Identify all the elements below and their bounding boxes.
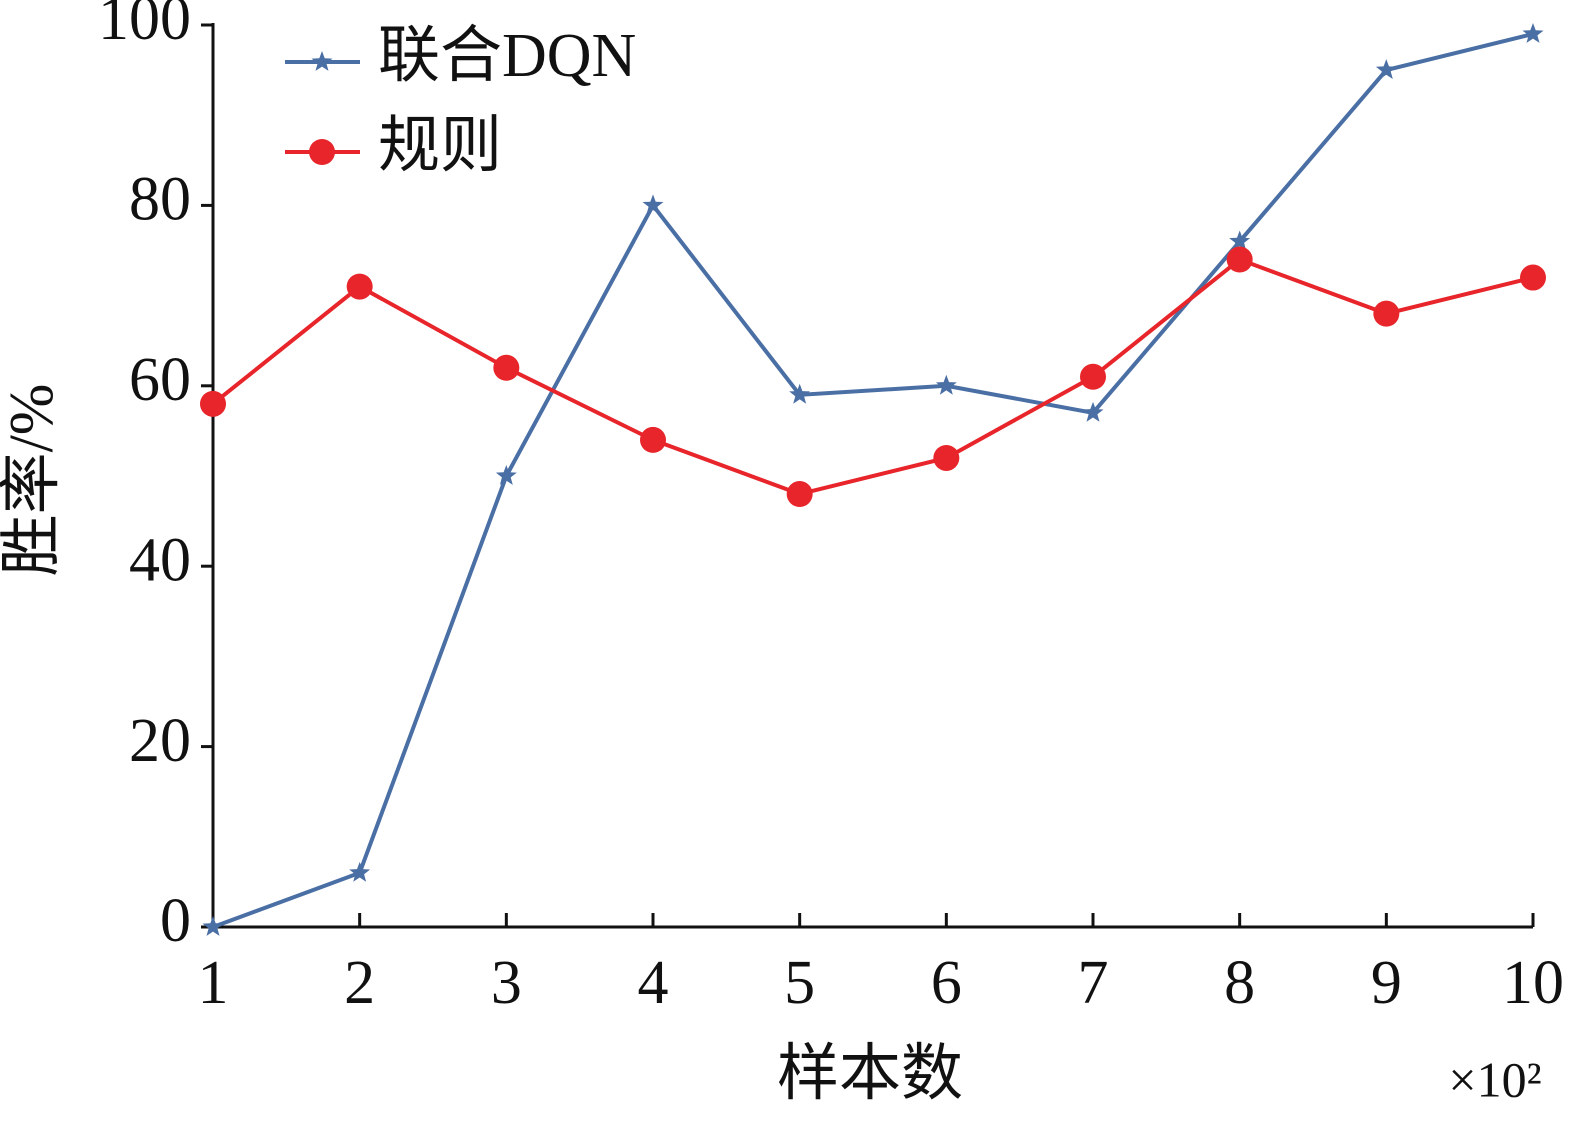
marker xyxy=(1082,401,1104,422)
x-tick-label: 9 xyxy=(1371,949,1402,1017)
marker xyxy=(789,383,811,404)
y-tick-label: 0 xyxy=(160,887,191,955)
y-tick-label: 20 xyxy=(129,707,191,775)
y-tick-label: 100 xyxy=(98,0,191,53)
x-axis-label: 样本数 xyxy=(777,1040,963,1108)
y-tick-label: 40 xyxy=(129,526,191,594)
x-tick-label: 10 xyxy=(1502,949,1564,1017)
legend-label: 规则 xyxy=(378,112,502,180)
x-tick-label: 6 xyxy=(931,949,962,1017)
legend-label: 联合DQN xyxy=(378,22,636,90)
marker xyxy=(1229,230,1251,251)
marker xyxy=(1373,300,1400,327)
series-line xyxy=(212,32,1534,929)
marker xyxy=(786,481,813,508)
marker xyxy=(493,354,520,381)
x-tick-label: 5 xyxy=(784,949,815,1017)
marker xyxy=(1226,246,1253,273)
marker xyxy=(640,426,666,453)
legend-marker xyxy=(311,51,333,71)
marker xyxy=(202,916,224,936)
x-tick-label: 2 xyxy=(344,949,375,1017)
x-tick-label: 8 xyxy=(1224,949,1255,1017)
marker xyxy=(495,465,517,485)
y-axis-label: 胜率/% xyxy=(0,384,66,577)
marker xyxy=(349,861,371,882)
marker xyxy=(1375,59,1397,79)
marker xyxy=(642,194,664,215)
x-multiplier: ×10² xyxy=(1448,1051,1541,1107)
marker xyxy=(935,374,957,395)
y-tick-label: 80 xyxy=(129,166,191,234)
marker xyxy=(933,444,960,471)
marker xyxy=(346,273,373,300)
legend-marker xyxy=(309,139,335,165)
y-tick-label: 60 xyxy=(129,346,191,414)
marker xyxy=(1522,23,1544,43)
series-line xyxy=(211,257,1534,497)
x-tick-label: 3 xyxy=(491,949,522,1017)
x-tick-label: 1 xyxy=(198,949,229,1017)
marker xyxy=(1520,264,1546,291)
x-tick-label: 7 xyxy=(1078,949,1109,1017)
marker xyxy=(1080,363,1106,390)
marker xyxy=(200,390,226,417)
x-tick-label: 4 xyxy=(638,949,669,1017)
